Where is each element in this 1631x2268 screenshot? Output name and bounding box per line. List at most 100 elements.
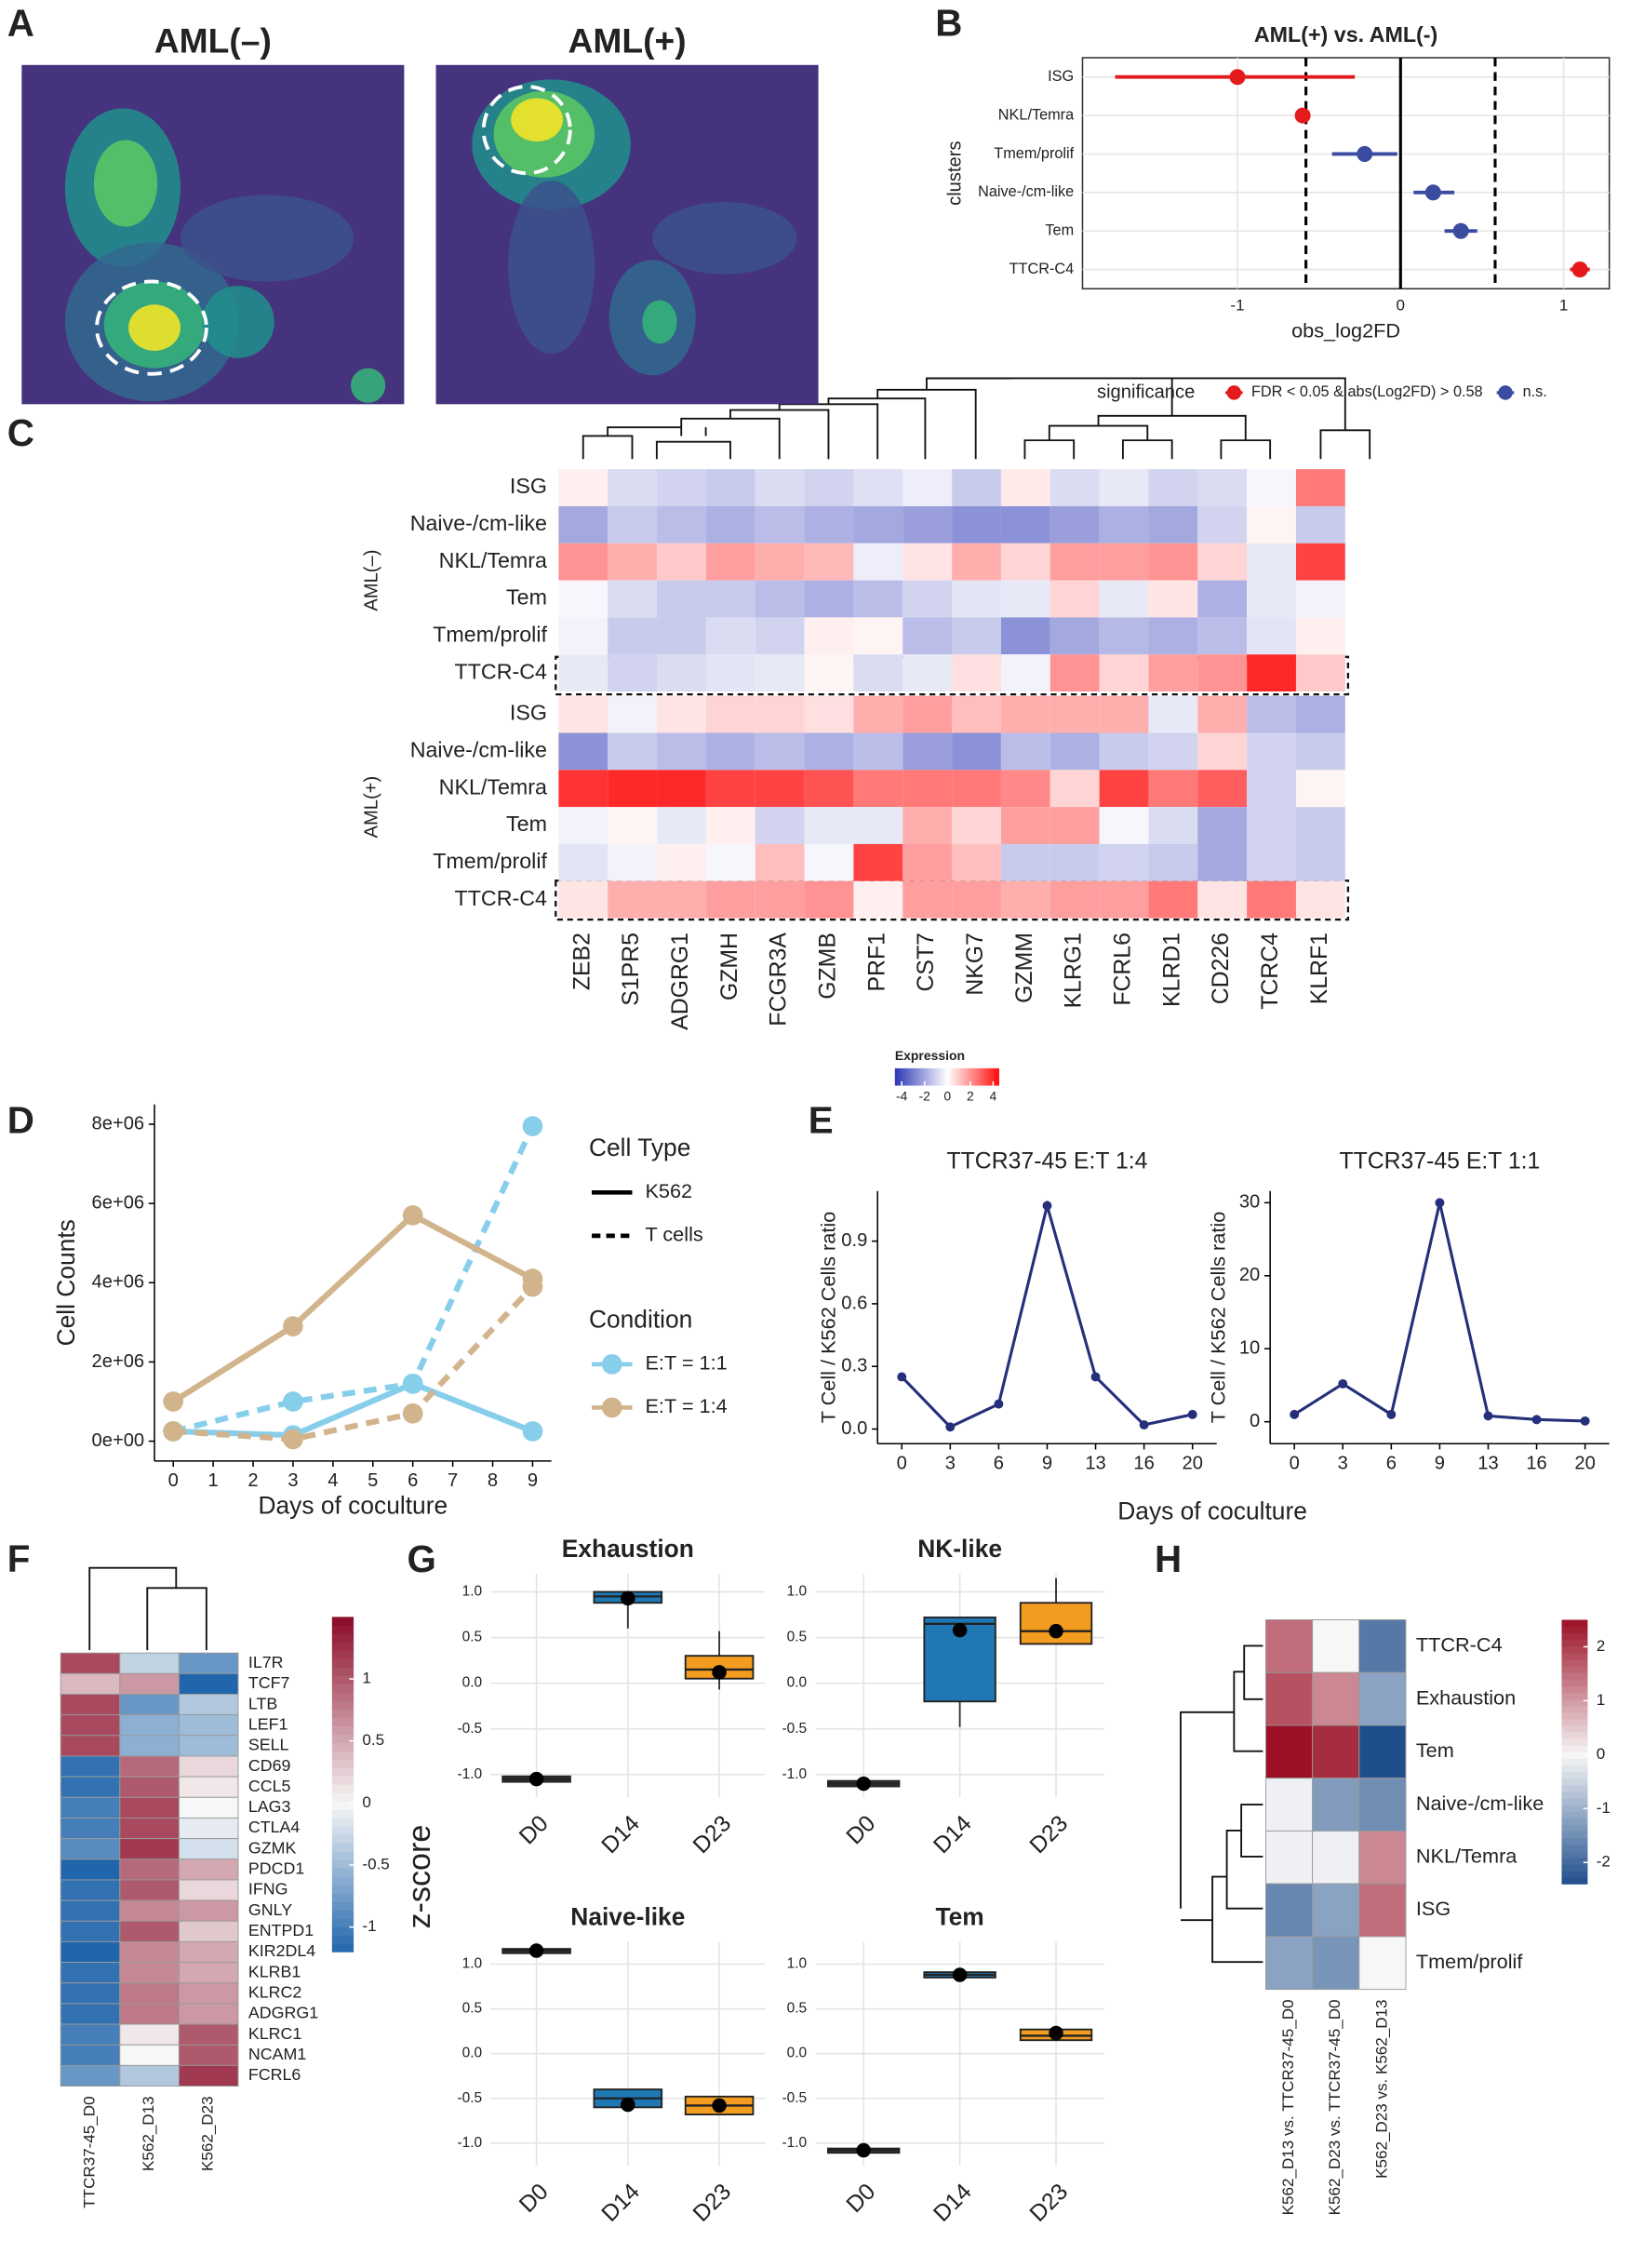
- heatmap-cell: [1148, 580, 1198, 618]
- heatmap-cell: [755, 543, 805, 581]
- heatmap-cell: [952, 543, 1001, 581]
- column-label: GZMH: [717, 933, 742, 1000]
- heatmap-cell: [608, 695, 658, 733]
- x-tick-label: D0: [515, 2179, 554, 2218]
- x-tick-label: D0: [515, 1811, 554, 1850]
- heatmap-cell: [804, 580, 854, 618]
- heatmap-cell: [952, 580, 1001, 618]
- legend-swatch: [1498, 385, 1513, 400]
- x-tick-label: 0: [168, 1470, 179, 1491]
- y-tick-label: -1.0: [457, 1766, 482, 1782]
- point: [1483, 1411, 1493, 1421]
- point: [1042, 1201, 1052, 1211]
- heatmap-cell: [558, 654, 608, 692]
- y-tick-label: TTCR-C4: [1009, 261, 1075, 277]
- colorbar-label: -2: [919, 1089, 931, 1104]
- colorbar-segment: [1561, 1871, 1588, 1878]
- heatmap-cell: [119, 1940, 180, 1964]
- colorbar-segment: [331, 1684, 354, 1693]
- colorbar-label: -2: [1597, 1853, 1611, 1871]
- chart-title: Tem: [935, 1903, 983, 1931]
- heatmap-cell: [1049, 505, 1100, 544]
- colorbar-segment: [1561, 1857, 1588, 1865]
- plot-panel: [1081, 57, 1611, 290]
- heatmap-cell: [178, 1755, 239, 1778]
- heatmap-cell: [1265, 1778, 1314, 1832]
- mean-point: [712, 2098, 727, 2114]
- heatmap-cell: [853, 580, 903, 618]
- row-label: LTB: [248, 1694, 277, 1712]
- heatmap-cell: [119, 1879, 180, 1901]
- colorbar-segment: [331, 1809, 354, 1818]
- heatmap-cell: [804, 807, 854, 844]
- colorbar-segment: [331, 1642, 354, 1651]
- heatmap-cell: [705, 695, 755, 733]
- colorbar-segment: [900, 1067, 903, 1086]
- colorbar-label: 0: [943, 1089, 951, 1104]
- row-label: KLRB1: [248, 1962, 301, 1980]
- colorbar-label: 0: [362, 1793, 370, 1811]
- colorbar-segment: [1561, 1732, 1588, 1739]
- heatmap-cell: [608, 543, 658, 581]
- heatmap-cell: [178, 1796, 239, 1818]
- point: [1531, 1415, 1542, 1425]
- y-tick-label: -1.0: [782, 1766, 807, 1782]
- legend-label: E:T = 1:4: [645, 1394, 727, 1417]
- x-tick-label: 1: [208, 1470, 219, 1491]
- heatmap-cell: [705, 732, 755, 771]
- colorbar-segment: [936, 1067, 940, 1086]
- point: [1229, 69, 1246, 86]
- heatmap-cell: [178, 1817, 239, 1840]
- x-tick-label: D14: [929, 2179, 977, 2226]
- heatmap-cell: [1099, 732, 1149, 771]
- row-label: GZMK: [248, 1838, 297, 1857]
- heatmap-cell: [853, 469, 903, 506]
- heatmap-cell: [853, 695, 903, 733]
- heatmap-cell: [1000, 617, 1050, 655]
- y-tick-label: 2e+06: [92, 1351, 145, 1372]
- column-label: S1PR5: [619, 933, 644, 1006]
- heatmap-cell: [1265, 1619, 1314, 1673]
- column-label: KLRG1: [1062, 933, 1087, 1008]
- point: [994, 1399, 1004, 1409]
- heatmap-cell: [60, 1796, 121, 1818]
- heatmap-cell: [755, 807, 805, 844]
- colorbar-segment: [1561, 1751, 1588, 1759]
- heatmap-cell: [952, 770, 1001, 808]
- heatmap-cell: [1049, 770, 1100, 808]
- heatmap-cell: [60, 1962, 121, 1984]
- mean-point: [952, 1967, 968, 1982]
- colorbar-segment: [1561, 1745, 1588, 1752]
- row-label: Tmem/prolif: [433, 849, 547, 873]
- heatmap-cell: [60, 1755, 121, 1778]
- heatmap-cell: [60, 1859, 121, 1881]
- point: [945, 1422, 956, 1432]
- colorbar-title: Expression: [895, 1048, 965, 1063]
- heatmap-cell: [1197, 617, 1248, 655]
- panel-label: B: [935, 2, 962, 45]
- colorbar-label: 0: [1597, 1745, 1605, 1763]
- heatmap-cell: [804, 695, 854, 733]
- column-label: K562_D13: [140, 2096, 157, 2171]
- x-tick-label: 3: [945, 1453, 956, 1473]
- heatmap-cell: [1099, 469, 1149, 506]
- heatmap-cell: [952, 617, 1001, 655]
- heatmap-cell: [1197, 843, 1248, 881]
- highlight-ring: [481, 85, 572, 176]
- y-tick-label: 1.0: [462, 1584, 483, 1600]
- colorbar-segment: [1561, 1811, 1588, 1818]
- heatmap-cell: [853, 807, 903, 844]
- heatmap-cell: [1312, 1830, 1360, 1885]
- row-label: Naive-/cm-like: [410, 511, 547, 535]
- heatmap-cell: [1265, 1671, 1314, 1726]
- colorbar-segment: [988, 1067, 992, 1086]
- row-label: CD69: [248, 1756, 291, 1775]
- colorbar-segment: [331, 1725, 354, 1735]
- legend-label: FDR < 0.05 & abs(Log2FD) > 0.58: [1251, 383, 1483, 400]
- y-tick-label: 6e+06: [92, 1192, 145, 1213]
- y-tick-label: 0.0: [787, 1675, 808, 1691]
- colorbar-segment: [956, 1067, 961, 1086]
- colorbar-segment: [331, 1843, 354, 1852]
- heatmap-cell: [558, 543, 608, 581]
- heatmap-cell: [608, 770, 658, 808]
